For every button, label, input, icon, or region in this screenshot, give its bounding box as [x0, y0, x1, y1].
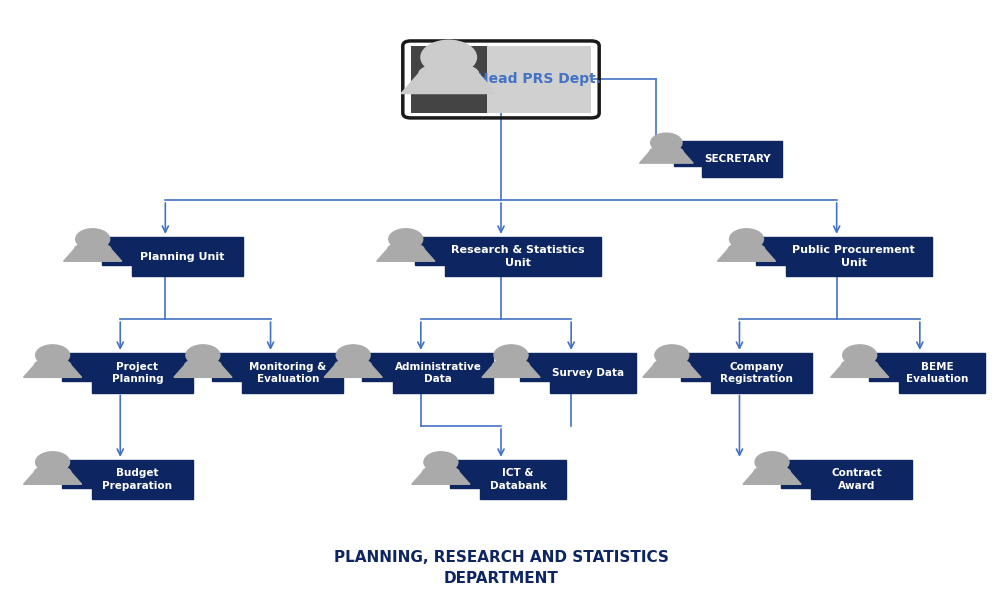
Polygon shape	[649, 146, 683, 152]
Polygon shape	[34, 466, 71, 472]
Circle shape	[186, 345, 219, 365]
Polygon shape	[653, 359, 690, 365]
Circle shape	[421, 40, 477, 74]
Text: Budget
Preparation: Budget Preparation	[102, 469, 172, 491]
Text: Company
Registration: Company Registration	[720, 362, 793, 384]
Polygon shape	[415, 236, 601, 276]
FancyBboxPatch shape	[487, 46, 591, 113]
Text: PLANNING, RESEARCH AND STATISTICS
DEPARTMENT: PLANNING, RESEARCH AND STATISTICS DEPART…	[334, 551, 668, 586]
Polygon shape	[728, 243, 765, 249]
Polygon shape	[756, 236, 932, 276]
Polygon shape	[423, 466, 459, 472]
Circle shape	[494, 345, 528, 365]
Polygon shape	[419, 64, 479, 73]
Polygon shape	[869, 353, 985, 392]
Polygon shape	[335, 359, 372, 365]
Polygon shape	[412, 472, 470, 485]
Polygon shape	[63, 249, 122, 262]
Polygon shape	[717, 249, 776, 262]
Polygon shape	[450, 459, 566, 500]
Text: Survey Data: Survey Data	[552, 368, 624, 378]
FancyBboxPatch shape	[411, 46, 487, 113]
Text: Contract
Award: Contract Award	[832, 469, 882, 491]
Text: BEME
Evaluation: BEME Evaluation	[906, 362, 968, 384]
Polygon shape	[62, 353, 192, 392]
Text: ICT &
Databank: ICT & Databank	[490, 469, 547, 491]
Circle shape	[655, 345, 688, 365]
Polygon shape	[324, 365, 383, 378]
Polygon shape	[23, 472, 82, 485]
Text: Public Procurement
Unit: Public Procurement Unit	[793, 246, 915, 268]
Text: Head PRS Dept.: Head PRS Dept.	[477, 73, 601, 86]
Polygon shape	[212, 353, 343, 392]
Polygon shape	[493, 359, 529, 365]
Text: SECRETARY: SECRETARY	[704, 154, 771, 164]
Circle shape	[729, 229, 764, 249]
Circle shape	[36, 452, 69, 472]
Polygon shape	[23, 365, 82, 378]
Polygon shape	[363, 353, 493, 392]
Polygon shape	[831, 365, 889, 378]
Polygon shape	[102, 236, 242, 276]
Polygon shape	[184, 359, 221, 365]
Polygon shape	[74, 243, 111, 249]
Circle shape	[337, 345, 370, 365]
Polygon shape	[782, 459, 912, 500]
Circle shape	[650, 133, 682, 152]
Polygon shape	[642, 365, 701, 378]
Circle shape	[843, 345, 877, 365]
Circle shape	[756, 452, 789, 472]
Polygon shape	[674, 141, 782, 177]
Polygon shape	[681, 353, 812, 392]
Circle shape	[424, 452, 458, 472]
Text: Monitoring &
Evaluation: Monitoring & Evaluation	[249, 362, 327, 384]
Polygon shape	[742, 472, 802, 485]
Polygon shape	[754, 466, 791, 472]
Polygon shape	[482, 365, 540, 378]
Text: Administrative
Data: Administrative Data	[395, 362, 481, 384]
Circle shape	[389, 229, 423, 249]
Circle shape	[76, 229, 109, 249]
Polygon shape	[388, 243, 424, 249]
Polygon shape	[401, 73, 496, 93]
Polygon shape	[62, 459, 192, 500]
Polygon shape	[639, 152, 693, 163]
Polygon shape	[173, 365, 232, 378]
Circle shape	[36, 345, 69, 365]
Text: Research & Statistics
Unit: Research & Statistics Unit	[451, 246, 585, 268]
Polygon shape	[377, 249, 435, 262]
Text: Project
Planning: Project Planning	[111, 362, 163, 384]
Polygon shape	[520, 353, 636, 392]
Text: Planning Unit: Planning Unit	[140, 252, 224, 262]
Polygon shape	[34, 359, 71, 365]
Polygon shape	[842, 359, 878, 365]
